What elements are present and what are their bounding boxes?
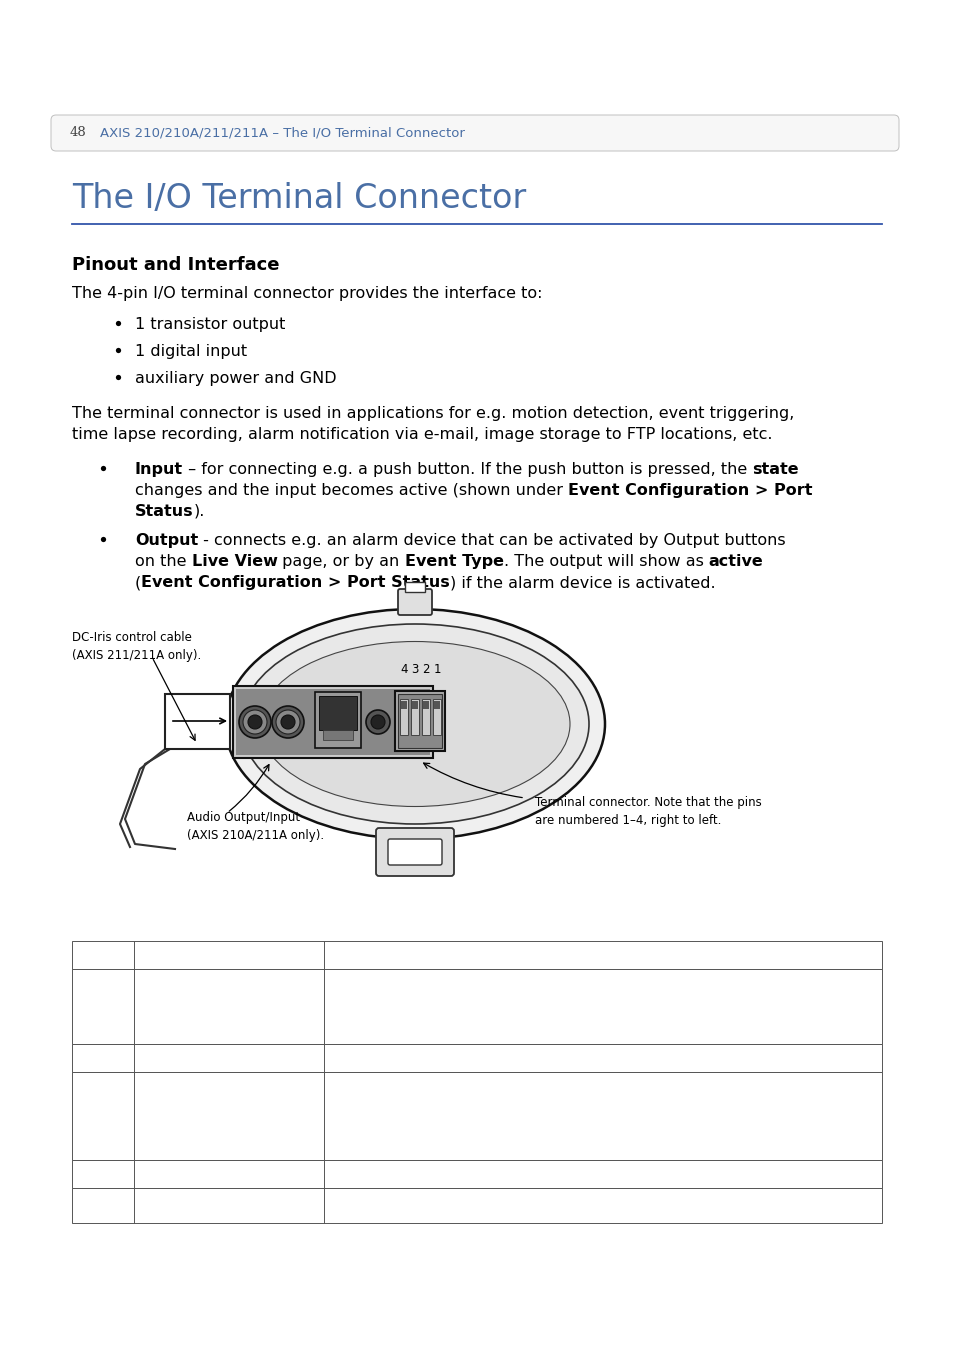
Circle shape bbox=[248, 715, 262, 730]
Bar bbox=[400, 701, 407, 709]
Circle shape bbox=[243, 711, 267, 734]
Text: 48: 48 bbox=[70, 127, 87, 139]
Ellipse shape bbox=[260, 642, 569, 807]
Text: ).: ). bbox=[193, 504, 205, 519]
Text: – for connecting e.g. a push button. If the push button is pressed, the: – for connecting e.g. a push button. If … bbox=[183, 462, 752, 477]
Bar bbox=[318, 696, 356, 730]
FancyBboxPatch shape bbox=[397, 589, 432, 615]
Text: Event Configuration > Port: Event Configuration > Port bbox=[568, 484, 812, 499]
Bar bbox=[323, 730, 353, 740]
Text: changes and the input becomes active (shown under: changes and the input becomes active (sh… bbox=[135, 484, 568, 499]
Bar bbox=[71, 1044, 882, 1071]
Bar bbox=[71, 969, 882, 1044]
Ellipse shape bbox=[241, 624, 588, 824]
Text: Audio Output/Input
(AXIS 210A/211A only).: Audio Output/Input (AXIS 210A/211A only)… bbox=[187, 811, 324, 842]
Bar bbox=[395, 690, 444, 751]
Circle shape bbox=[366, 711, 390, 734]
Bar bbox=[233, 686, 433, 758]
FancyBboxPatch shape bbox=[375, 828, 454, 875]
Text: (: ( bbox=[135, 576, 141, 590]
Text: Output: Output bbox=[135, 534, 198, 549]
Circle shape bbox=[371, 715, 385, 730]
Text: ) if the alarm device is activated.: ) if the alarm device is activated. bbox=[450, 576, 715, 590]
Bar bbox=[422, 701, 429, 709]
Text: 1 transistor output: 1 transistor output bbox=[135, 317, 285, 332]
Text: 1 digital input: 1 digital input bbox=[135, 345, 247, 359]
Text: Event Configuration > Port Status: Event Configuration > Port Status bbox=[141, 576, 450, 590]
Bar bbox=[399, 698, 408, 735]
Text: Event Type: Event Type bbox=[404, 554, 503, 569]
Bar bbox=[71, 1071, 882, 1161]
Bar bbox=[314, 692, 360, 748]
Text: auxiliary power and GND: auxiliary power and GND bbox=[135, 372, 336, 386]
Text: The I/O Terminal Connector: The I/O Terminal Connector bbox=[71, 182, 526, 215]
Bar bbox=[433, 698, 440, 735]
Text: . The output will show as: . The output will show as bbox=[503, 554, 708, 569]
Text: 2: 2 bbox=[422, 663, 429, 676]
Circle shape bbox=[275, 711, 299, 734]
Bar bbox=[397, 694, 441, 748]
Bar bbox=[434, 701, 439, 709]
Text: time lapse recording, alarm notification via e-mail, image storage to FTP locati: time lapse recording, alarm notification… bbox=[71, 427, 772, 442]
Text: - connects e.g. an alarm device that can be activated by Output buttons: - connects e.g. an alarm device that can… bbox=[198, 534, 785, 549]
Text: Pinout and Interface: Pinout and Interface bbox=[71, 255, 279, 274]
Bar bbox=[165, 694, 230, 748]
Text: 3: 3 bbox=[411, 663, 418, 676]
Text: Status: Status bbox=[135, 504, 193, 519]
Bar bbox=[71, 942, 882, 969]
Circle shape bbox=[281, 715, 294, 730]
Text: The terminal connector is used in applications for e.g. motion detection, event : The terminal connector is used in applic… bbox=[71, 407, 794, 422]
Circle shape bbox=[272, 707, 304, 738]
Text: The 4-pin I/O terminal connector provides the interface to:: The 4-pin I/O terminal connector provide… bbox=[71, 286, 542, 301]
Bar bbox=[235, 689, 430, 755]
Text: active: active bbox=[708, 554, 762, 569]
FancyBboxPatch shape bbox=[388, 839, 441, 865]
Bar bbox=[71, 1188, 882, 1223]
Text: state: state bbox=[752, 462, 799, 477]
Bar bbox=[412, 701, 417, 709]
Text: Live View: Live View bbox=[192, 554, 277, 569]
Circle shape bbox=[239, 707, 271, 738]
Bar bbox=[71, 1161, 882, 1188]
Bar bbox=[405, 582, 424, 592]
Text: 1: 1 bbox=[433, 663, 440, 676]
Bar bbox=[411, 698, 418, 735]
Text: Terminal connector. Note that the pins
are numbered 1–4, right to left.: Terminal connector. Note that the pins a… bbox=[535, 796, 760, 827]
Bar bbox=[421, 698, 430, 735]
Text: Input: Input bbox=[135, 462, 183, 477]
FancyBboxPatch shape bbox=[51, 115, 898, 151]
Text: 4: 4 bbox=[400, 663, 407, 676]
Text: page, or by an: page, or by an bbox=[277, 554, 404, 569]
Text: DC-Iris control cable
(AXIS 211/211A only).: DC-Iris control cable (AXIS 211/211A onl… bbox=[71, 631, 201, 662]
Ellipse shape bbox=[225, 609, 604, 839]
Text: on the: on the bbox=[135, 554, 192, 569]
Text: AXIS 210/210A/211/211A – The I/O Terminal Connector: AXIS 210/210A/211/211A – The I/O Termina… bbox=[100, 127, 464, 139]
